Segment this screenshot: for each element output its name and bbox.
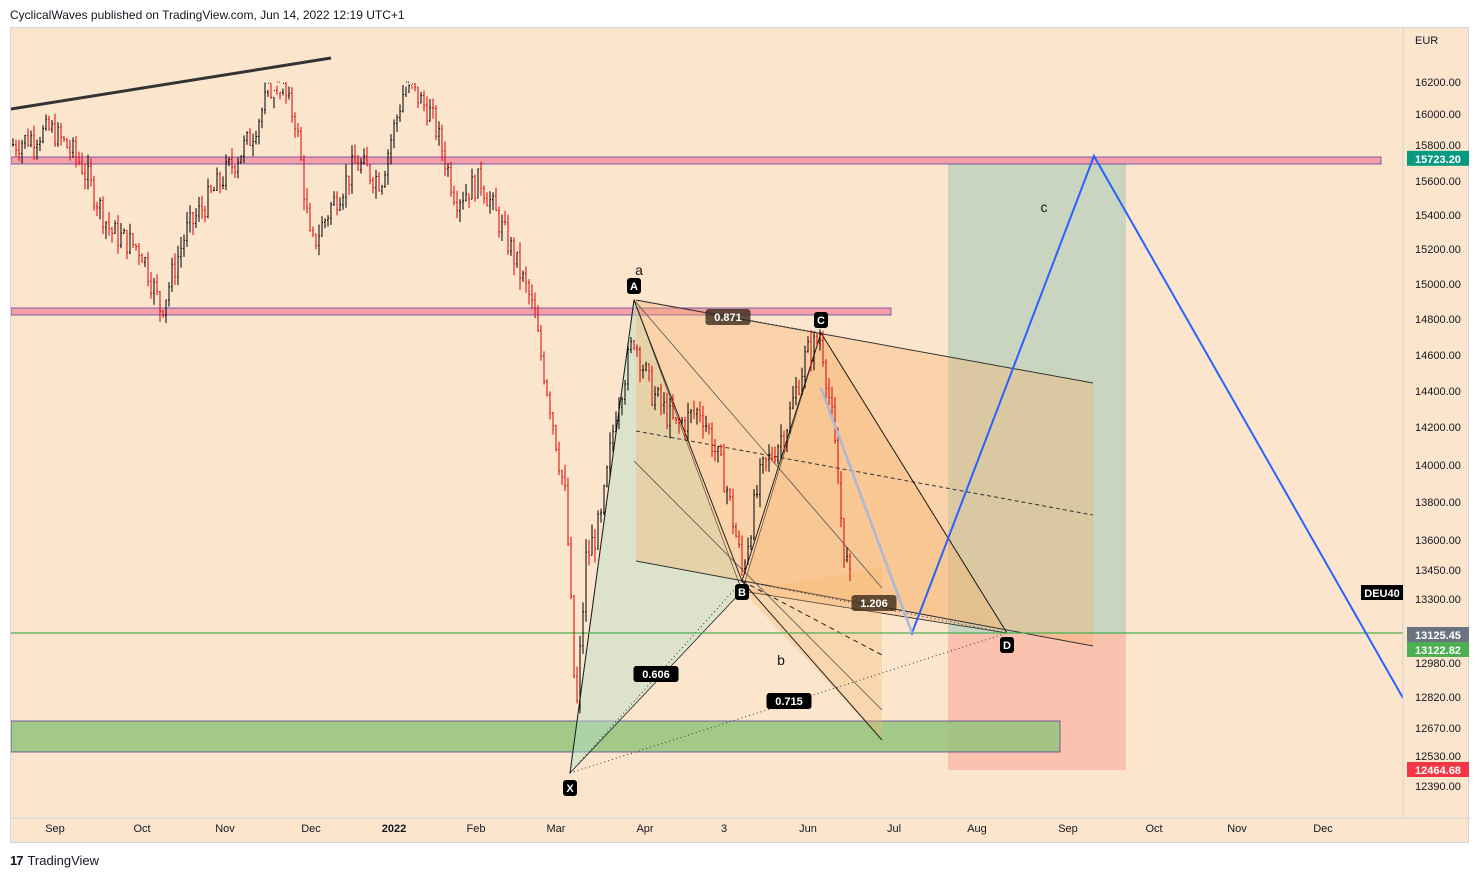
- projection-leg-1: [819, 387, 914, 634]
- price-tag-box: [1407, 627, 1469, 642]
- footer-brand[interactable]: 17 TradingView: [10, 851, 99, 869]
- y-tick-label: 15600.00: [1415, 176, 1461, 188]
- pattern-point-d: D: [1003, 640, 1011, 652]
- fib-fan-fill: [742, 568, 882, 740]
- price-tag-label: 13125.45: [1415, 630, 1461, 642]
- price-tag-box: [1407, 761, 1469, 777]
- ratio-label-box: [633, 666, 679, 682]
- fan-line-4: [633, 299, 883, 589]
- plot-layer: 0.871 1.206 0.606 0.715 X A B C Da b c: [11, 56, 1403, 796]
- y-tick-label: 15800.00: [1415, 140, 1461, 152]
- y-tick-label: 15200.00: [1415, 244, 1461, 256]
- y-tick-label: 12670.00: [1415, 723, 1461, 735]
- wave-label-a: a: [635, 262, 643, 278]
- y-tick-label: 13300.00: [1415, 594, 1461, 606]
- support-zone: [11, 720, 1061, 753]
- resistance-upper-zone: [11, 156, 1382, 165]
- price-tag-label: 15723.20: [1415, 154, 1461, 166]
- ratio-label: 0.715: [775, 696, 803, 708]
- x-tick-label: Aug: [967, 823, 987, 835]
- y-tick-label: 14600.00: [1415, 350, 1461, 362]
- price-tag-box: [1407, 150, 1469, 166]
- y-tick-label: 14400.00: [1415, 386, 1461, 398]
- wave-label-b: b: [777, 652, 785, 668]
- target-zone-box: [948, 159, 1126, 634]
- ratio-label-box: [766, 693, 812, 709]
- y-tick-label: 12820.00: [1415, 692, 1461, 704]
- y-tick-label: 15000.00: [1415, 279, 1461, 291]
- pattern-point-x: X: [566, 783, 574, 795]
- price-tag-box: [1407, 642, 1469, 657]
- x-tick-label: Sep: [1058, 823, 1078, 835]
- x-tick-label: Apr: [636, 823, 653, 835]
- price-tag-label: 12464.68: [1415, 765, 1461, 777]
- symbol-tag-box: [1361, 585, 1403, 600]
- pattern-point-box: [627, 278, 641, 294]
- y-tick-label: 12390.00: [1415, 781, 1461, 793]
- pattern-point-box: [563, 780, 577, 796]
- brand-label: TradingView: [27, 852, 100, 868]
- y-tick-label: 14800.00: [1415, 314, 1461, 326]
- x-tick-label: Dec: [1313, 823, 1333, 835]
- x-tick-label: Nov: [215, 823, 235, 835]
- pattern-point-box: [735, 584, 749, 600]
- y-tick-label: 12530.00: [1415, 751, 1461, 763]
- pattern-point-a: A: [630, 281, 638, 293]
- y-tick-label: 13600.00: [1415, 535, 1461, 547]
- y-tick-label: 12980.00: [1415, 658, 1461, 670]
- x-tick-label: 3: [721, 823, 727, 835]
- price-tag-label: 13122.82: [1415, 645, 1461, 657]
- x-tick-label: Jul: [887, 823, 901, 835]
- ratio-label-box: [705, 309, 751, 325]
- resistance-lower-zone: [11, 307, 892, 316]
- pattern-point-c: C: [817, 315, 825, 327]
- y-tick-label: 14200.00: [1415, 422, 1461, 434]
- y-tick-label: 13800.00: [1415, 497, 1461, 509]
- publisher-header: CyclicalWaves published on TradingView.c…: [10, 8, 405, 22]
- harmonic-path: [569, 299, 1008, 774]
- x-tick-label: Oct: [1145, 823, 1162, 835]
- y-tick-label: 16200.00: [1415, 77, 1461, 89]
- fan-line-3: [633, 460, 883, 711]
- x-tick-label: Nov: [1227, 823, 1247, 835]
- fan-line-1: [741, 580, 883, 741]
- x-tick-label: Jun: [799, 823, 817, 835]
- tradingview-logo-icon: 17: [10, 852, 24, 868]
- y-tick-label: 13450.00: [1415, 565, 1461, 577]
- ratio-label-box: [851, 595, 897, 611]
- currency-label: EUR: [1415, 35, 1438, 47]
- x-tick-label: Feb: [467, 823, 486, 835]
- x-tick-label: 2022: [382, 823, 406, 835]
- x-tick-label: Oct: [133, 823, 150, 835]
- pattern-point-box: [1000, 637, 1014, 653]
- ratio-xd-dotted: [569, 632, 1008, 774]
- ratio-label: 1.206: [860, 598, 888, 610]
- wave-label-c: c: [1041, 199, 1048, 215]
- ratio-label: 0.606: [642, 669, 670, 681]
- symbol-tag-label: DEU40: [1364, 588, 1399, 600]
- candles-layer: [12, 81, 851, 714]
- x-tick-label: Mar: [547, 823, 566, 835]
- y-tick-label: 14000.00: [1415, 460, 1461, 472]
- y-tick-label: 16000.00: [1415, 109, 1461, 121]
- y-tick-label: 15400.00: [1415, 210, 1461, 222]
- trendline-upper: [11, 56, 332, 111]
- ratio-label: 0.871: [714, 312, 742, 324]
- x-tick-label: Dec: [301, 823, 321, 835]
- pattern-point-b: B: [738, 587, 746, 599]
- pattern-point-box: [814, 312, 828, 328]
- x-tick-label: Sep: [45, 823, 65, 835]
- price-chart[interactable]: 0.871 1.206 0.606 0.715 X A B C Da b c EUR 16200.00 1…: [11, 28, 1470, 844]
